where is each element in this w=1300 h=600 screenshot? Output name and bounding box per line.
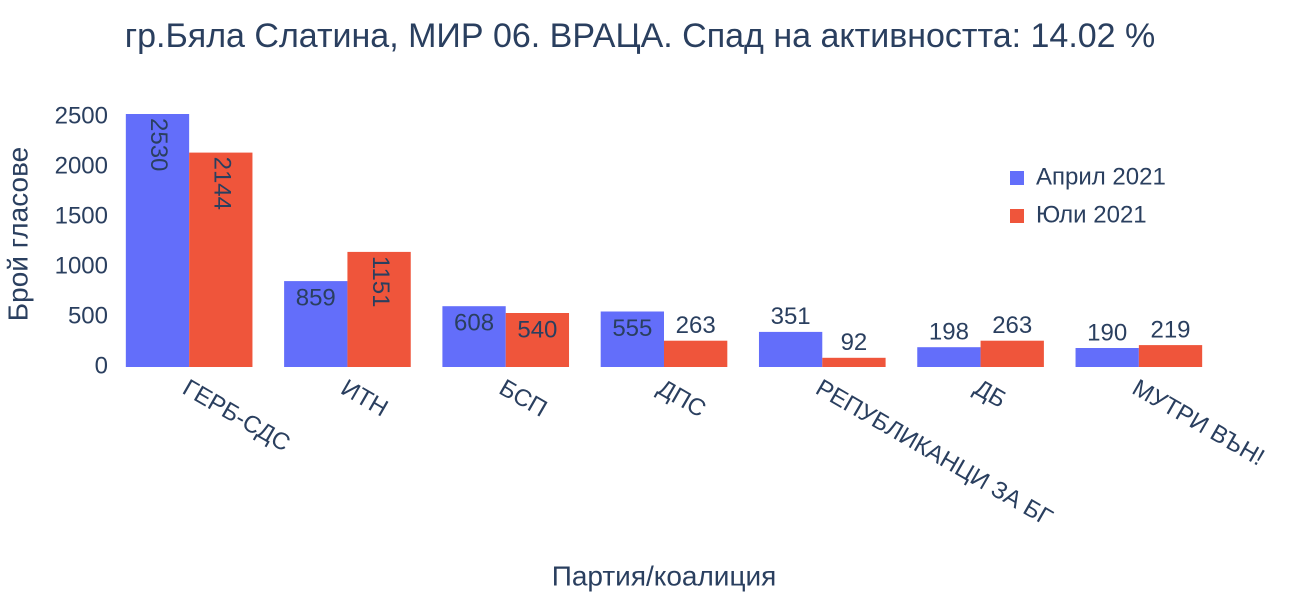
legend-swatch — [1010, 171, 1024, 185]
bar — [189, 152, 253, 367]
x-axis-title: Партия/коалиция — [552, 560, 777, 591]
data-label: 2530 — [145, 118, 172, 171]
data-label: 351 — [771, 303, 811, 330]
data-label: 263 — [676, 312, 716, 339]
x-tick-label: ГЕРБ-СДС — [178, 374, 295, 457]
bar — [600, 311, 664, 367]
bar — [1075, 348, 1139, 367]
data-label: 198 — [929, 319, 969, 346]
bar — [758, 331, 823, 367]
bar — [1138, 345, 1203, 367]
data-label: 859 — [296, 284, 336, 311]
y-tick-label: 2500 — [55, 102, 108, 129]
legend-label: Юли 2021 — [1036, 201, 1147, 228]
x-tick-label: ИТН — [336, 374, 392, 422]
data-label: 219 — [1150, 316, 1190, 343]
bar — [664, 340, 728, 367]
data-label: 1151 — [367, 256, 394, 308]
bar — [347, 251, 411, 367]
data-label: 608 — [454, 310, 494, 337]
x-tick-label: ДБ — [969, 374, 1010, 413]
data-label: 555 — [612, 315, 652, 342]
bar — [125, 114, 190, 367]
x-tick-label: БСП — [495, 374, 552, 422]
bar — [980, 340, 1044, 367]
data-label: 92 — [841, 329, 868, 356]
data-label: 190 — [1087, 319, 1127, 346]
bar — [505, 313, 570, 367]
chart-title: гр.Бяла Слатина, МИР 06. ВРАЦА. Спад на … — [125, 17, 1156, 55]
x-tick-label: МУТРИ ВЪН! — [1128, 374, 1269, 471]
legend-label: Април 2021 — [1036, 163, 1166, 190]
y-tick-label: 1500 — [55, 202, 108, 229]
x-tick-label: ДПС — [653, 374, 711, 423]
data-label: 263 — [992, 312, 1032, 339]
x-tick-label: РЕПУБЛИКАНЦИ ЗА БГ — [811, 374, 1057, 531]
data-label: 2144 — [208, 157, 235, 210]
data-label: 540 — [517, 316, 557, 343]
y-tick-label: 2000 — [55, 152, 108, 179]
bar — [917, 347, 981, 367]
y-tick-label: 1000 — [55, 252, 108, 279]
y-tick-label: 0 — [95, 352, 108, 379]
bar — [284, 281, 348, 367]
bar — [822, 357, 886, 367]
y-tick-label: 500 — [68, 302, 108, 329]
legend-swatch — [1010, 209, 1024, 223]
bar — [442, 306, 506, 367]
y-axis-title: Брой гласове — [2, 147, 33, 321]
